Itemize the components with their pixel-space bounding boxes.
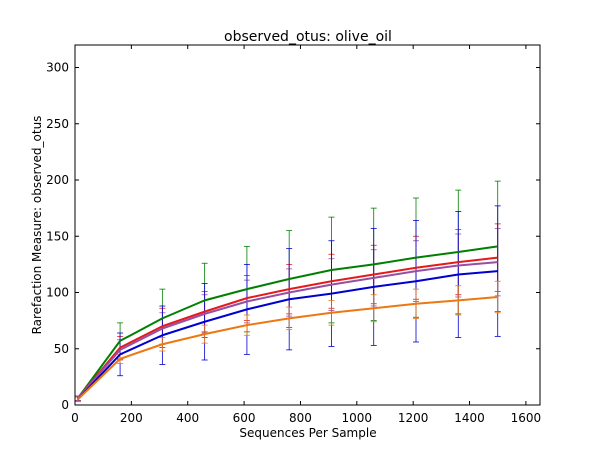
x-tick-label: 1000 bbox=[342, 411, 373, 425]
chart-title: observed_otus: olive_oil bbox=[224, 29, 392, 45]
y-tick-label: 50 bbox=[54, 342, 69, 356]
x-tick-label: 800 bbox=[289, 411, 312, 425]
plot-frame bbox=[74, 44, 541, 406]
y-tick-label: 0 bbox=[61, 398, 69, 412]
series-line-2 bbox=[77, 256, 498, 399]
y-axis-label: Rarefaction Measure: observed_otus bbox=[30, 116, 44, 335]
x-axis-label: Sequences Per Sample bbox=[239, 426, 376, 440]
y-tick-label: 300 bbox=[46, 61, 69, 75]
series-line-5 bbox=[77, 296, 498, 401]
y-tick-label: 150 bbox=[46, 229, 69, 243]
series-group bbox=[75, 180, 501, 403]
x-tick-label: 1200 bbox=[398, 411, 429, 425]
y-tick-label: 200 bbox=[46, 173, 69, 187]
x-tick-label: 0 bbox=[71, 411, 79, 425]
y-tick-label: 100 bbox=[46, 286, 69, 300]
x-tick-label: 600 bbox=[233, 411, 256, 425]
error-bars-1 bbox=[75, 180, 501, 401]
y-tick-label: 250 bbox=[46, 117, 69, 131]
x-tick-label: 400 bbox=[176, 411, 199, 425]
error-bars-2 bbox=[75, 223, 501, 401]
plot-area bbox=[75, 180, 501, 403]
series-line-1 bbox=[77, 245, 498, 399]
series-line-4 bbox=[77, 270, 498, 401]
x-tick-label: 1600 bbox=[511, 411, 542, 425]
x-tick-label: 200 bbox=[120, 411, 143, 425]
error-bars-4 bbox=[75, 205, 501, 403]
series-line-3 bbox=[77, 261, 498, 399]
axes: 0 200 400 600 800 1000 1200 1400 1600 0 50 100 150 20… bbox=[46, 44, 542, 425]
x-tick-label: 1400 bbox=[454, 411, 485, 425]
